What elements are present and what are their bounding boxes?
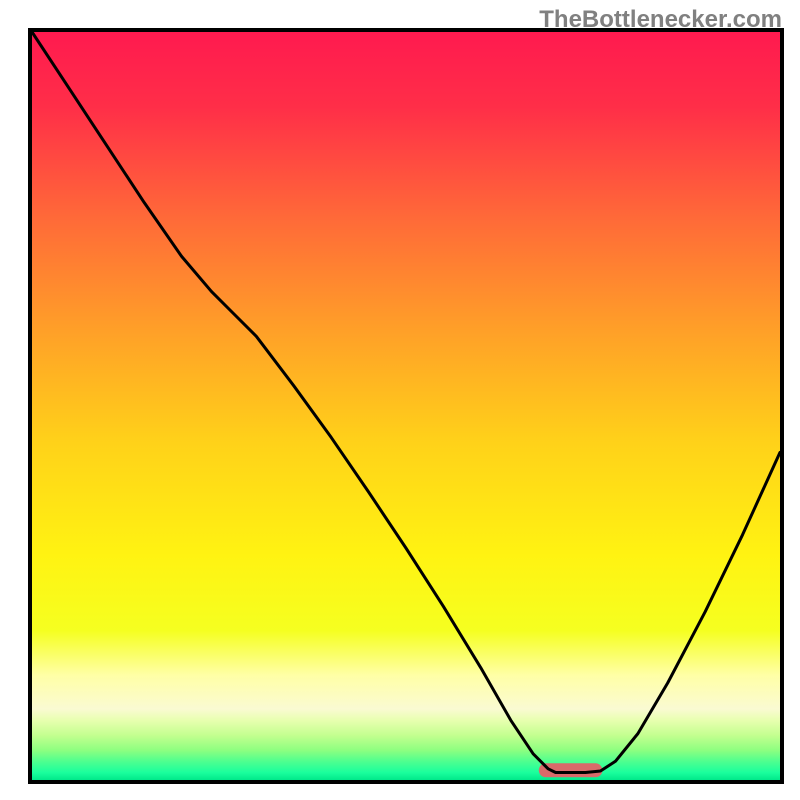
chart-svg [0, 0, 800, 800]
gradient-background [32, 32, 780, 780]
watermark-text: TheBottlenecker.com [539, 6, 782, 34]
